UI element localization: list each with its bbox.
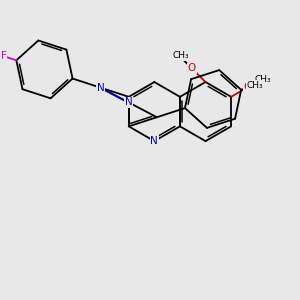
Text: F: F xyxy=(1,51,7,61)
Text: N: N xyxy=(151,136,158,146)
Text: CH₃: CH₃ xyxy=(247,81,263,90)
Text: N: N xyxy=(97,83,104,93)
Text: O: O xyxy=(188,64,196,74)
Text: CH₃: CH₃ xyxy=(172,51,189,60)
Text: CH₃: CH₃ xyxy=(255,75,272,84)
Text: N: N xyxy=(125,98,133,107)
Text: O: O xyxy=(244,82,252,92)
